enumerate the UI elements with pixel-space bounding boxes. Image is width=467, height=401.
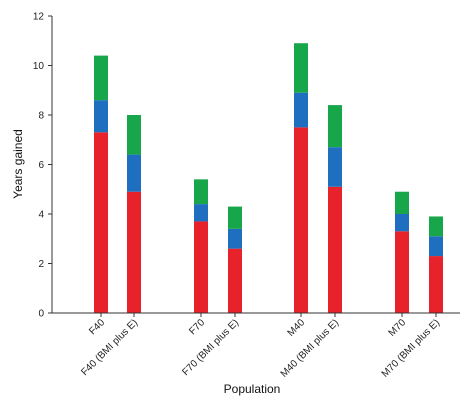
bar-segment <box>94 132 108 313</box>
y-tick-label: 8 <box>38 111 44 122</box>
x-tick-label: F70 <box>187 317 207 337</box>
bar-segment <box>194 179 208 205</box>
bar-segment <box>328 147 342 187</box>
bar-segment <box>328 105 342 148</box>
y-tick-label: 10 <box>33 61 45 72</box>
bar-segment <box>194 204 208 222</box>
x-tick-label: M70 <box>387 317 409 339</box>
bars-group <box>94 43 443 313</box>
bar-segment <box>328 186 342 313</box>
bar-segment <box>127 154 141 192</box>
x-tick-label: M40 <box>286 317 308 339</box>
bar-segment <box>127 115 141 155</box>
bar-segment <box>294 43 308 93</box>
bar-segment <box>228 206 242 229</box>
y-axis-title: Years gained <box>11 129 25 199</box>
bar-segment <box>94 55 108 101</box>
y-tick-label: 4 <box>38 210 44 221</box>
x-tick-label: M40 (BMI plus E) <box>279 317 341 379</box>
y-tick-label: 12 <box>33 12 45 23</box>
bar-segment <box>127 191 141 313</box>
y-tick-label: 2 <box>38 259 44 270</box>
bar-segment <box>294 92 308 128</box>
bar-segment <box>429 256 443 313</box>
y-tick-label: 6 <box>38 160 44 171</box>
bar-segment <box>294 127 308 313</box>
bar-segment <box>395 214 409 232</box>
y-tick-label: 0 <box>38 309 44 320</box>
x-axis-title: Population <box>224 382 281 396</box>
x-tick-label: M70 (BMI plus E) <box>380 317 442 379</box>
bar-segment <box>228 248 242 313</box>
bar-segment <box>194 221 208 313</box>
x-tick-label: F40 (BMI plus E) <box>79 317 140 378</box>
bar-segment <box>395 191 409 214</box>
bar-segment <box>429 236 443 257</box>
bar-segment <box>228 228 242 249</box>
bar-segment <box>395 231 409 313</box>
x-tick-label: F40 <box>87 317 107 337</box>
bar-segment <box>429 216 443 237</box>
bar-segment <box>94 100 108 133</box>
